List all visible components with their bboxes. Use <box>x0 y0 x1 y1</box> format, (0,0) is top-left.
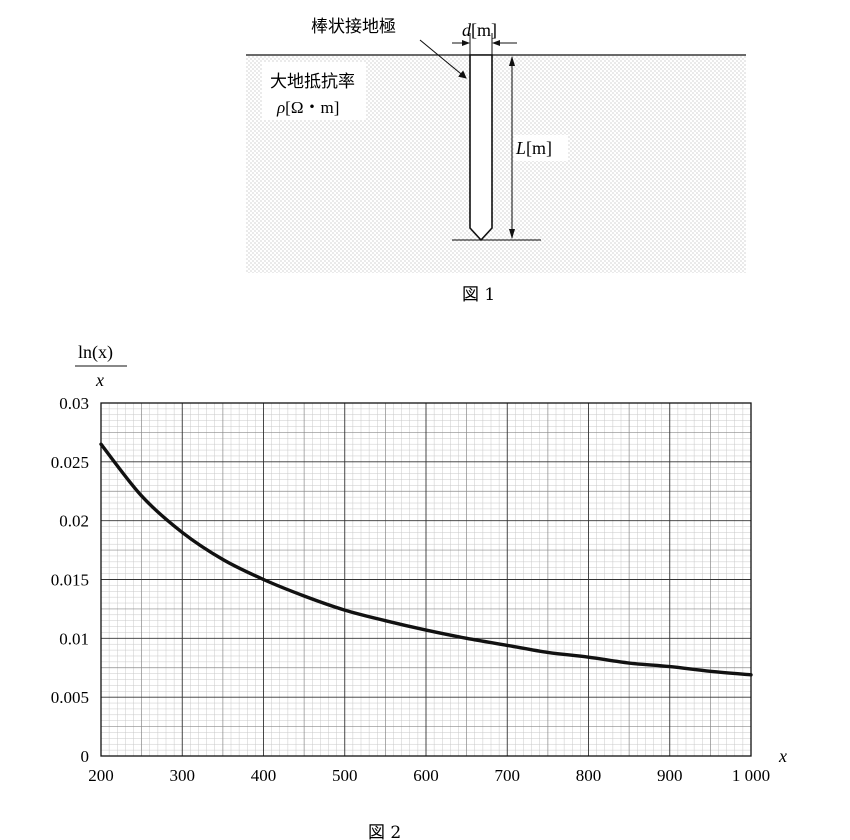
y-tick-label: 0.01 <box>59 629 89 648</box>
y-tick-labels: 0 0.005 0.01 0.015 0.02 0.025 0.03 <box>51 394 89 766</box>
x-tick-label: 900 <box>657 766 683 785</box>
x-tick-label: 400 <box>251 766 277 785</box>
x-tick-labels: 200 300 400 500 600 700 800 900 1 000 <box>88 766 770 785</box>
soil-label-line1: 大地抵抗率 <box>270 72 355 92</box>
y-tick-label: 0.025 <box>51 453 89 472</box>
figure1-caption: 図 1 <box>462 285 495 305</box>
y-tick-label: 0 <box>81 747 90 766</box>
figure2-caption: 図 2 <box>368 823 401 840</box>
y-tick-label: 0.03 <box>59 394 89 413</box>
x-tick-label: 300 <box>170 766 196 785</box>
y-tick-label: 0.02 <box>59 512 89 531</box>
y-axis-label-numerator: ln(x) <box>78 342 113 363</box>
rod-leader-line <box>419 39 467 79</box>
x-tick-label: 600 <box>413 766 439 785</box>
x-tick-label: 700 <box>495 766 521 785</box>
diameter-arrow-left <box>462 40 470 46</box>
length-label: L[m] <box>515 138 552 158</box>
diameter-arrow-right <box>492 40 500 46</box>
y-tick-label: 0.005 <box>51 688 89 707</box>
length-arrow-bottom <box>509 229 515 239</box>
figure2: ln(x) x 0 0.005 0.01 0.015 0.02 0.025 0.03 200… <box>51 342 787 840</box>
series-curve <box>99 442 753 677</box>
x-axis-label: x <box>778 746 787 766</box>
diameter-label: d[m] <box>462 20 497 40</box>
length-label-box <box>514 135 568 161</box>
y-axis-label-denominator: x <box>95 370 104 390</box>
x-tick-label: 200 <box>88 766 114 785</box>
x-tick-label: 1 000 <box>732 766 770 785</box>
rod-label: 棒状接地極 <box>311 17 396 37</box>
series-group <box>99 442 753 677</box>
x-tick-label: 800 <box>576 766 602 785</box>
y-tick-label: 0.015 <box>51 571 89 590</box>
soil-label-box <box>262 62 366 120</box>
ground-rod <box>469 54 493 242</box>
x-tick-label: 500 <box>332 766 358 785</box>
soil-label-line2: ρ[Ω・m] <box>276 98 339 117</box>
length-arrow-top <box>509 56 515 66</box>
plot-frame <box>100 402 752 757</box>
figure1: 大地抵抗率 ρ[Ω・m] L[m] d[m] 棒状接地極 図 1 <box>246 17 746 305</box>
